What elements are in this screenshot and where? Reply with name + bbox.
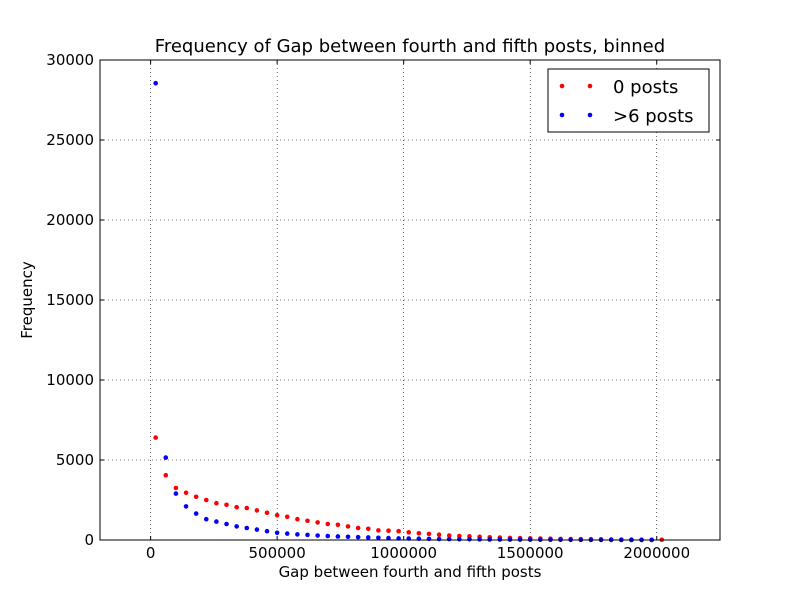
- y-axis-label: Frequency: [18, 261, 36, 339]
- series-6-posts-point: [203, 516, 209, 522]
- series-0-posts-point: [295, 516, 300, 522]
- series-0-posts-point: [457, 533, 462, 539]
- series-6-posts-point: [457, 536, 462, 542]
- x-tick-label: 2000000: [623, 544, 690, 562]
- x-tick-label: 1000000: [370, 544, 437, 562]
- chart-title: Frequency of Gap between fourth and fift…: [155, 36, 665, 57]
- series-6-posts-point: [264, 528, 270, 534]
- series-0-posts-point: [274, 512, 280, 518]
- x-tick-label: 0: [146, 544, 156, 562]
- series-0-posts-point: [426, 531, 432, 537]
- series-6-posts-point: [153, 80, 158, 86]
- series-0-posts-point: [396, 528, 401, 534]
- series-0-posts-point: [214, 500, 219, 506]
- series-6-posts-point: [234, 524, 239, 529]
- series-0-posts-point: [335, 522, 341, 528]
- x-tick-label: 500000: [249, 544, 306, 562]
- x-tick-label: 1500000: [497, 544, 564, 562]
- series-0-posts-point: [436, 532, 442, 538]
- series-6-posts-point: [214, 519, 219, 524]
- series-6-posts-point: [467, 536, 472, 542]
- y-tick-label: 25000: [46, 131, 94, 149]
- series-6-posts-point: [193, 511, 199, 516]
- legend-marker-6-posts: [559, 112, 565, 118]
- series-0-posts-point: [376, 528, 381, 533]
- y-tick-label: 30000: [46, 51, 94, 69]
- legend-marker-0-posts: [559, 83, 565, 89]
- series-6-posts-point: [446, 536, 452, 542]
- series-6-posts-point: [325, 533, 331, 539]
- series-0-posts-point: [264, 510, 270, 516]
- y-tick-label: 5000: [56, 451, 94, 469]
- series-0-posts-point: [234, 504, 239, 510]
- series-6-posts-point: [365, 535, 371, 540]
- series-0-posts-point: [446, 533, 452, 538]
- series-0-posts-point: [416, 530, 422, 536]
- legend-marker-6-posts: [587, 112, 593, 118]
- legend-label-6-posts: >6 posts: [613, 106, 694, 127]
- series-6-posts-point: [274, 530, 280, 536]
- series-0-posts-point: [193, 494, 199, 500]
- series-0-posts-point: [386, 528, 391, 534]
- series-6-posts-point: [315, 533, 320, 538]
- legend-marker-0-posts: [587, 83, 593, 89]
- series-6-posts-point: [487, 537, 493, 542]
- series-0-posts-point: [345, 524, 351, 529]
- legend: 0 posts >6 posts: [547, 68, 710, 133]
- series-6-posts-point: [284, 531, 290, 536]
- series-0-posts-point: [244, 505, 250, 511]
- series-6-posts-point: [224, 521, 229, 527]
- series-6-posts-point: [436, 536, 442, 542]
- series-6-posts-point: [477, 537, 482, 542]
- series-0-posts-point: [315, 520, 320, 525]
- axis-ticks: 0 500000 1000000 1500000 2000000 0 5000 10000 15…: [46, 51, 720, 562]
- series-6-posts-point: [335, 534, 341, 539]
- series-0-posts-point: [203, 497, 209, 503]
- series-0-posts-point: [305, 518, 310, 524]
- series-0-posts-point: [153, 435, 158, 440]
- series-0-posts-point: [183, 490, 189, 496]
- series-0-posts-point: [173, 485, 179, 491]
- y-tick-label: 20000: [46, 211, 94, 229]
- series-6-posts-point: [244, 525, 250, 531]
- plot-area-frame: [99, 59, 721, 541]
- series-0-posts-point: [325, 521, 331, 527]
- y-tick-label: 10000: [46, 371, 94, 389]
- series-0-posts-point: [224, 502, 229, 508]
- series-6-posts-point: [173, 491, 179, 496]
- series-0-posts-point: [406, 530, 412, 535]
- series-6-posts-point: [345, 534, 351, 540]
- series-0-posts-point: [355, 525, 361, 531]
- series-6-posts-point: [295, 532, 300, 537]
- series-6-posts-point: [163, 455, 169, 460]
- series-0-posts-point: [284, 514, 290, 520]
- series-6-posts-point: [254, 527, 260, 532]
- series-6-posts-point: [305, 532, 310, 538]
- series-6-posts-point: [376, 535, 381, 541]
- series-6-posts-point: [183, 504, 189, 509]
- series-0-posts-point: [254, 508, 260, 513]
- series-6-posts-point: [386, 535, 391, 541]
- series-0-posts-point: [365, 526, 371, 532]
- legend-box: [547, 68, 710, 133]
- y-tick-label: 0: [84, 531, 94, 549]
- y-tick-label: 15000: [46, 291, 94, 309]
- series-6-posts-point: [355, 534, 361, 540]
- legend-label-0-posts: 0 posts: [613, 77, 678, 98]
- series-0-posts-point: [163, 472, 169, 478]
- x-axis-label: Gap between fourth and fifth posts: [279, 563, 542, 581]
